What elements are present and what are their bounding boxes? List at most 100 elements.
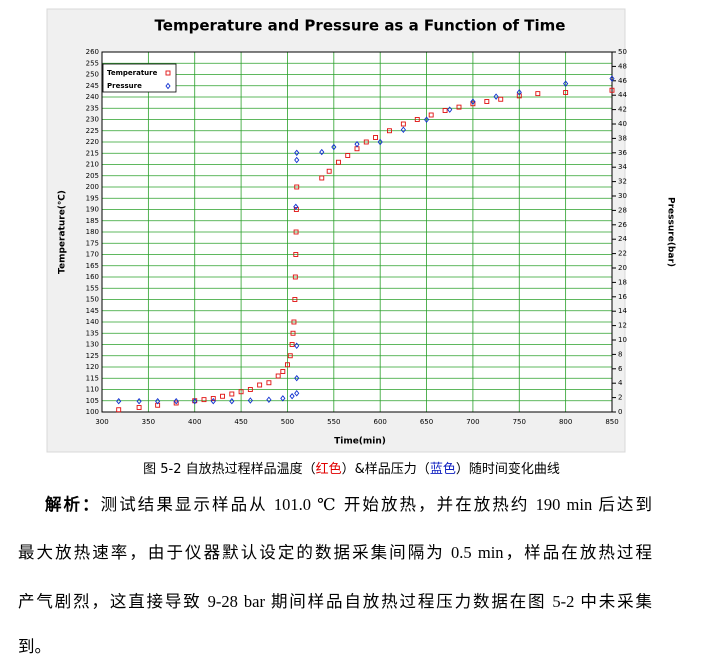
point	[493, 93, 499, 100]
point	[563, 90, 569, 95]
y2-tick-label: 36	[618, 149, 627, 157]
y2-tick-label: 24	[618, 235, 627, 243]
y-tick-label: 250	[86, 71, 99, 79]
y-tick-label: 195	[86, 194, 99, 202]
point	[535, 91, 541, 97]
y-tick-label: 105	[86, 397, 99, 405]
point	[293, 252, 299, 257]
point	[280, 395, 286, 402]
paragraph-line: 解析：测试结果显示样品从 101.0 ℃ 开始放热，并在放热约 190 min …	[45, 491, 652, 515]
y-axis-label: Temperature(℃)	[58, 190, 68, 274]
caption-text: 蓝色	[429, 462, 456, 477]
y-tick-label: 245	[86, 82, 99, 90]
y2-tick-label: 34	[618, 163, 627, 171]
paragraph-line: 到。	[18, 637, 51, 656]
point	[289, 342, 295, 347]
y-tick-label: 200	[86, 183, 99, 191]
y-tick-label: 215	[86, 149, 99, 157]
y-tick-label: 100	[86, 408, 99, 416]
y-tick-label: 120	[86, 363, 99, 371]
chart-title: Temperature and Pressure as a Function o…	[155, 17, 566, 35]
point	[247, 397, 253, 404]
point	[345, 153, 351, 158]
y-tick-label: 255	[86, 59, 99, 67]
point	[257, 382, 263, 388]
y-tick-label: 115	[86, 374, 99, 382]
y2-tick-label: 30	[618, 192, 627, 200]
point	[336, 159, 341, 165]
y-tick-label: 260	[86, 48, 99, 56]
x-tick-label: 700	[466, 418, 479, 426]
point	[266, 396, 272, 403]
y2-tick-label: 38	[618, 134, 627, 142]
x-tick-label: 650	[420, 418, 433, 426]
caption-text: 图 5-2 自放热过程样品温度（	[143, 462, 316, 477]
point	[354, 140, 360, 148]
point	[470, 98, 476, 105]
point	[210, 397, 216, 405]
point	[173, 397, 179, 405]
y-tick-label: 135	[86, 329, 99, 337]
point	[201, 397, 207, 403]
paragraph-line: 产气剧烈，这直接导致 9-28 bar 期间样品自放热过程压力数据在图 5-2 …	[18, 592, 652, 611]
point	[498, 96, 504, 102]
y-tick-label: 110	[86, 386, 99, 394]
point	[400, 121, 406, 127]
y2-tick-label: 48	[618, 62, 627, 70]
point	[238, 389, 244, 395]
y-tick-label: 210	[86, 161, 99, 169]
point	[363, 139, 369, 145]
caption-text: 红色	[315, 462, 342, 477]
legend-label: Pressure	[107, 82, 142, 90]
paragraph-text: 测试结果显示样品从 101.0 ℃ 开始放热，并在放热约 190 min 后达到	[100, 495, 652, 514]
point	[275, 373, 281, 379]
y-tick-label: 125	[86, 352, 99, 360]
point	[247, 387, 253, 392]
y2-tick-label: 4	[618, 379, 623, 387]
x-axis-label: Time(min)	[334, 437, 386, 447]
point	[294, 156, 300, 164]
point	[373, 135, 378, 140]
caption-text: ）&样品压力（	[341, 462, 430, 477]
y2-tick-label: 10	[618, 336, 627, 344]
y-tick-label: 165	[86, 262, 99, 270]
y-tick-label: 190	[86, 206, 99, 214]
y-tick-label: 130	[86, 341, 99, 349]
point	[210, 396, 216, 401]
x-tick-label: 300	[95, 418, 108, 426]
x-tick-label: 350	[142, 418, 155, 426]
y-tick-label: 240	[86, 93, 99, 101]
x-tick-label: 450	[234, 418, 247, 426]
point	[293, 203, 299, 211]
y2-tick-label: 22	[618, 250, 627, 258]
point	[192, 397, 198, 405]
point	[609, 75, 615, 82]
y2-tick-label: 26	[618, 221, 627, 229]
plot-border	[101, 51, 613, 413]
y-tick-label: 150	[86, 296, 99, 304]
paragraph-line: 最大放热速率，由于仪器默认设定的数据采集间隔为 0.5 min，样品在放热过程	[18, 543, 652, 562]
point	[423, 116, 430, 123]
y-tick-label: 220	[86, 138, 99, 146]
point	[516, 93, 522, 99]
y-tick-label: 225	[86, 127, 99, 135]
y2-tick-label: 28	[618, 206, 627, 214]
y2-tick-label: 12	[618, 322, 627, 330]
legend-marker	[165, 82, 171, 90]
point	[442, 108, 448, 113]
y2-tick-label: 40	[618, 120, 627, 128]
caption: 图 5-2 自放热过程样品温度（红色）&样品压力（蓝色）随时间变化曲线	[0, 458, 703, 477]
x-tick-label: 750	[513, 418, 526, 426]
point	[428, 112, 434, 118]
point	[456, 104, 462, 110]
point	[294, 342, 300, 349]
point	[291, 319, 297, 325]
point	[292, 297, 298, 302]
y-tick-label: 185	[86, 217, 99, 225]
point	[293, 207, 299, 212]
point	[609, 87, 615, 93]
y2-tick-label: 44	[618, 91, 627, 99]
y2-tick-label: 32	[618, 178, 627, 186]
point	[414, 117, 420, 122]
